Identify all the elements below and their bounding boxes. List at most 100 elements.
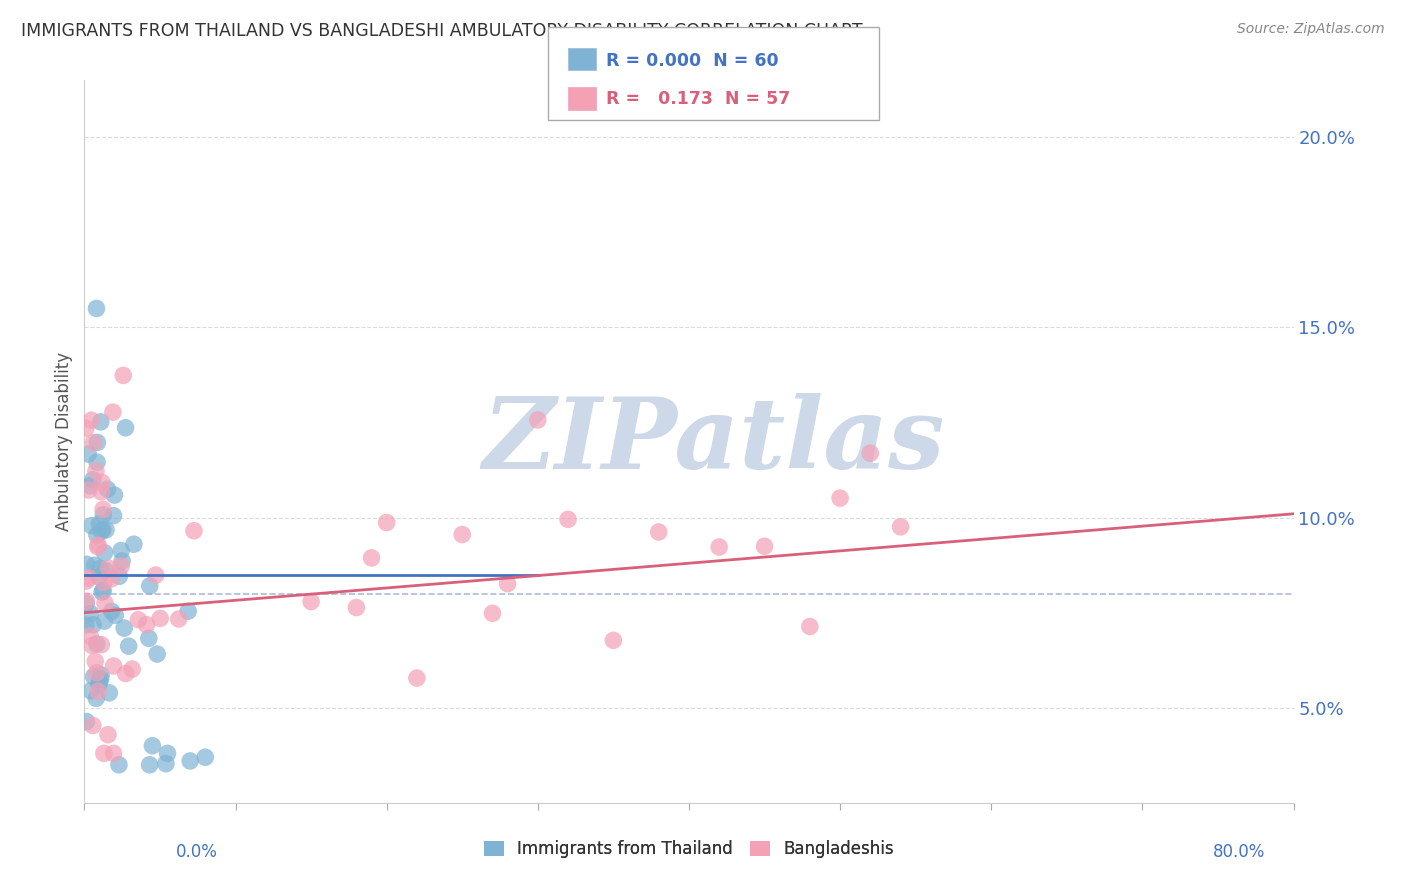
Point xyxy=(121,662,143,676)
Point xyxy=(94,523,117,537)
Point xyxy=(80,639,103,653)
Point xyxy=(82,718,104,732)
Point xyxy=(108,757,131,772)
Point xyxy=(114,421,136,435)
Point xyxy=(527,413,550,427)
Point xyxy=(75,597,97,611)
Point xyxy=(149,611,172,625)
Point xyxy=(135,617,157,632)
Point xyxy=(496,576,519,591)
Point xyxy=(194,750,217,764)
Point xyxy=(127,613,149,627)
Point xyxy=(94,563,117,577)
Point xyxy=(360,550,382,565)
Point xyxy=(75,714,97,729)
Point xyxy=(406,671,429,685)
Point xyxy=(89,673,111,688)
Point xyxy=(86,301,108,316)
Point xyxy=(86,455,108,469)
Point xyxy=(79,478,101,492)
Text: 0.0%: 0.0% xyxy=(176,843,218,861)
Point xyxy=(84,691,107,706)
Point xyxy=(139,579,162,593)
Point xyxy=(754,539,776,553)
Point xyxy=(90,672,112,686)
Point xyxy=(100,604,122,618)
Point xyxy=(96,482,118,496)
Point xyxy=(890,520,912,534)
Point xyxy=(145,568,167,582)
Point xyxy=(89,561,111,575)
Point xyxy=(602,633,624,648)
Point xyxy=(97,561,120,575)
Point xyxy=(87,684,110,698)
Point xyxy=(90,484,112,499)
Point xyxy=(90,524,112,539)
Point xyxy=(82,617,104,632)
Point xyxy=(830,491,852,505)
Point xyxy=(91,523,114,537)
Text: Source: ZipAtlas.com: Source: ZipAtlas.com xyxy=(1237,22,1385,37)
Point xyxy=(114,666,136,681)
Point xyxy=(91,475,114,490)
Point xyxy=(79,629,101,643)
Point xyxy=(77,447,100,461)
Point xyxy=(84,654,107,668)
Point xyxy=(77,483,100,497)
Point xyxy=(86,528,108,542)
Point xyxy=(346,600,368,615)
Point xyxy=(86,435,108,450)
Point xyxy=(83,558,105,573)
Point xyxy=(87,540,110,554)
Text: IMMIGRANTS FROM THAILAND VS BANGLADESHI AMBULATORY DISABILITY CORRELATION CHART: IMMIGRANTS FROM THAILAND VS BANGLADESHI … xyxy=(21,22,863,40)
Point xyxy=(87,538,110,552)
Point xyxy=(91,508,114,522)
Point xyxy=(94,596,117,610)
Point xyxy=(93,747,115,761)
Point xyxy=(112,368,135,383)
Point xyxy=(138,632,160,646)
Point xyxy=(93,614,115,628)
Point xyxy=(86,665,108,680)
Point xyxy=(111,554,134,568)
Point xyxy=(110,543,132,558)
Point xyxy=(80,683,103,698)
Point xyxy=(91,585,114,599)
Point xyxy=(86,637,108,651)
Point xyxy=(375,516,398,530)
Point xyxy=(80,518,103,533)
Point xyxy=(77,571,100,585)
Point xyxy=(118,639,141,653)
Legend: Immigrants from Thailand, Bangladeshis: Immigrants from Thailand, Bangladeshis xyxy=(475,832,903,867)
Point xyxy=(87,570,110,584)
Point xyxy=(90,638,112,652)
Point xyxy=(91,502,114,516)
Point xyxy=(648,524,671,539)
Point xyxy=(299,594,322,608)
Point xyxy=(179,754,201,768)
Point xyxy=(103,508,125,523)
Point xyxy=(108,569,131,583)
Point xyxy=(100,572,122,586)
Point xyxy=(183,524,205,538)
Point xyxy=(101,405,124,419)
Point xyxy=(110,559,132,574)
Point xyxy=(799,619,821,633)
Point xyxy=(103,488,125,502)
Point xyxy=(90,415,112,429)
Point xyxy=(103,747,125,761)
Point xyxy=(112,621,135,635)
Point xyxy=(156,747,179,761)
Point xyxy=(84,464,107,478)
Point xyxy=(167,612,190,626)
Text: R =   0.173  N = 57: R = 0.173 N = 57 xyxy=(606,90,790,108)
Point xyxy=(76,594,98,608)
Point xyxy=(138,757,160,772)
Point xyxy=(80,413,103,427)
Point xyxy=(83,670,105,684)
Point xyxy=(103,659,125,673)
Point xyxy=(75,574,97,588)
Point xyxy=(93,575,115,590)
Text: R = 0.000  N = 60: R = 0.000 N = 60 xyxy=(606,52,779,70)
Point xyxy=(91,583,114,598)
